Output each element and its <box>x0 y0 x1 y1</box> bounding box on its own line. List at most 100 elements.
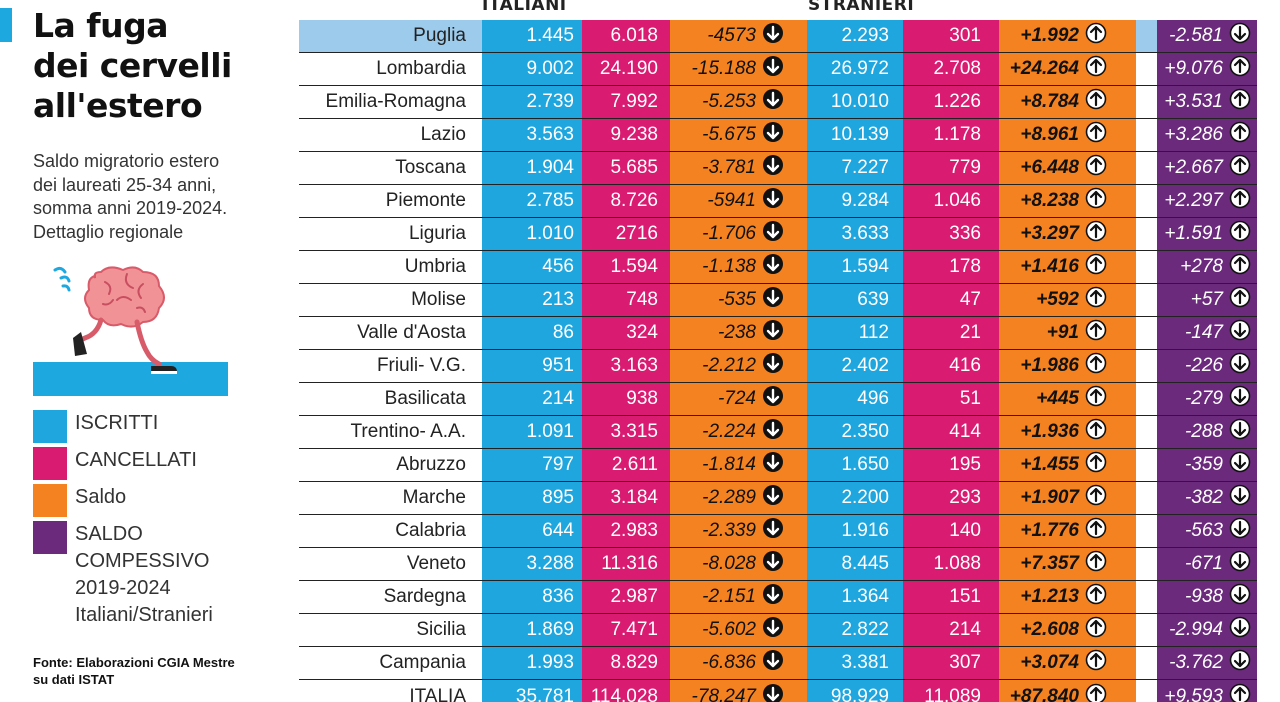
totale-cell: +2.297 <box>1157 185 1257 217</box>
ita-saldo-cell: -78.247 <box>670 680 807 702</box>
str-saldo-value: +8.238 <box>1020 190 1079 211</box>
str-iscritti-cell: 9.284 <box>807 185 903 217</box>
data-table: Puglia 1.445 6.018 -4573 2.293 301 +1.992 -2.58… <box>299 20 1257 702</box>
totale-value: -279 <box>1184 388 1223 409</box>
group-header-italiani: ITALIANI <box>482 0 567 15</box>
ita-cancellati-cell: 6.018 <box>582 20 670 52</box>
ita-iscritti-cell: 3.288 <box>482 548 582 580</box>
ita-cancellati-cell: 8.726 <box>582 185 670 217</box>
arrow-down-circle-icon <box>1223 550 1251 578</box>
ita-saldo-value: -2.339 <box>702 520 756 541</box>
totale-cell: -359 <box>1157 449 1257 481</box>
arrow-down-circle-icon <box>1223 649 1251 677</box>
arrow-up-circle-icon <box>1079 583 1107 611</box>
str-saldo-value: +2.608 <box>1020 619 1079 640</box>
arrow-down-circle-icon <box>756 451 784 479</box>
totale-value: -2.581 <box>1169 25 1223 46</box>
totale-cell: -2.994 <box>1157 614 1257 646</box>
str-iscritti-cell: 10.010 <box>807 86 903 118</box>
region-name: Emilia-Romagna <box>325 91 466 112</box>
totale-cell: +2.667 <box>1157 152 1257 184</box>
arrow-up-circle-icon <box>1079 88 1107 116</box>
totale-cell: -288 <box>1157 416 1257 448</box>
totale-cell: -279 <box>1157 383 1257 415</box>
ita-saldo-cell: -5941 <box>670 185 807 217</box>
totale-cell: +3.531 <box>1157 86 1257 118</box>
table-row: Valle d'Aosta 86 324 -238 112 21 +91 -147 <box>299 317 1257 350</box>
ita-saldo-value: -2.224 <box>702 421 756 442</box>
totale-value: +57 <box>1190 289 1223 310</box>
ita-saldo-cell: -238 <box>670 317 807 349</box>
table-row: Veneto 3.288 11.316 -8.028 8.445 1.088 +7.357 -… <box>299 548 1257 581</box>
totale-value: +2.667 <box>1164 157 1223 178</box>
legend-item-cancellati: CANCELLATI <box>33 447 278 480</box>
arrow-down-circle-icon <box>756 583 784 611</box>
str-cancellati-cell: 416 <box>903 350 999 382</box>
ita-saldo-value: -5941 <box>707 190 756 211</box>
title-line: all'estero <box>33 86 203 125</box>
str-saldo-value: +1.992 <box>1020 25 1079 46</box>
region-name: Lombardia <box>376 58 466 79</box>
arrow-up-circle-icon <box>1079 319 1107 347</box>
ita-saldo-value: -2.212 <box>702 355 756 376</box>
str-saldo-cell: +1.907 <box>999 482 1136 514</box>
table-row: Puglia 1.445 6.018 -4573 2.293 301 +1.992 -2.58… <box>299 20 1257 53</box>
ita-iscritti-cell: 86 <box>482 317 582 349</box>
str-saldo-cell: +2.608 <box>999 614 1136 646</box>
str-iscritti-cell: 10.139 <box>807 119 903 151</box>
ita-saldo-cell: -3.781 <box>670 152 807 184</box>
totale-value: +9.076 <box>1164 58 1223 79</box>
ita-iscritti-cell: 1.869 <box>482 614 582 646</box>
arrow-up-circle-icon <box>1079 683 1107 702</box>
str-saldo-value: +1.455 <box>1020 454 1079 475</box>
str-iscritti-cell: 1.364 <box>807 581 903 613</box>
ita-iscritti-cell: 214 <box>482 383 582 415</box>
legend: ISCRITTI CANCELLATI Saldo SALDO COMPESSI… <box>33 410 278 633</box>
ita-iscritti-cell: 1.904 <box>482 152 582 184</box>
totale-cell: -938 <box>1157 581 1257 613</box>
arrow-down-circle-icon <box>756 55 784 83</box>
str-saldo-cell: +3.074 <box>999 647 1136 679</box>
spacer <box>1136 152 1157 184</box>
totale-value: -288 <box>1184 421 1223 442</box>
region-name: Marche <box>402 487 466 508</box>
totale-cell: +9.076 <box>1157 53 1257 85</box>
ita-iscritti-cell: 2.739 <box>482 86 582 118</box>
legend-swatch <box>33 410 67 443</box>
arrow-up-circle-icon <box>1079 550 1107 578</box>
region-name: Puglia <box>413 25 466 46</box>
spacer <box>1136 449 1157 481</box>
legend-item-saldo: Saldo <box>33 484 278 517</box>
str-cancellati-cell: 151 <box>903 581 999 613</box>
str-cancellati-cell: 1.088 <box>903 548 999 580</box>
str-saldo-value: +3.074 <box>1020 652 1079 673</box>
arrow-up-circle-icon <box>1079 484 1107 512</box>
ita-cancellati-cell: 3.315 <box>582 416 670 448</box>
ita-saldo-cell: -5.253 <box>670 86 807 118</box>
ita-iscritti-cell: 1.993 <box>482 647 582 679</box>
region-name: Valle d'Aosta <box>357 322 466 343</box>
region-name: Sardegna <box>383 586 466 607</box>
ita-cancellati-cell: 9.238 <box>582 119 670 151</box>
str-cancellati-cell: 414 <box>903 416 999 448</box>
str-saldo-cell: +445 <box>999 383 1136 415</box>
str-saldo-value: +3.297 <box>1020 223 1079 244</box>
ita-iscritti-cell: 456 <box>482 251 582 283</box>
str-iscritti-cell: 2.350 <box>807 416 903 448</box>
region-name: Piemonte <box>385 190 466 211</box>
ita-saldo-cell: -6.836 <box>670 647 807 679</box>
arrow-up-circle-icon <box>1223 88 1251 116</box>
arrow-down-circle-icon <box>1223 517 1251 545</box>
totale-value: -382 <box>1184 487 1223 508</box>
arrow-up-circle-icon <box>1079 517 1107 545</box>
str-saldo-cell: +8.784 <box>999 86 1136 118</box>
str-saldo-cell: +1.455 <box>999 449 1136 481</box>
ita-saldo-cell: -1.138 <box>670 251 807 283</box>
spacer <box>1136 53 1157 85</box>
title-line: dei cervelli <box>33 46 232 85</box>
totale-value: +3.286 <box>1164 124 1223 145</box>
accent-bar <box>0 8 12 42</box>
spacer <box>1136 647 1157 679</box>
str-saldo-cell: +24.264 <box>999 53 1136 85</box>
arrow-down-circle-icon <box>756 154 784 182</box>
